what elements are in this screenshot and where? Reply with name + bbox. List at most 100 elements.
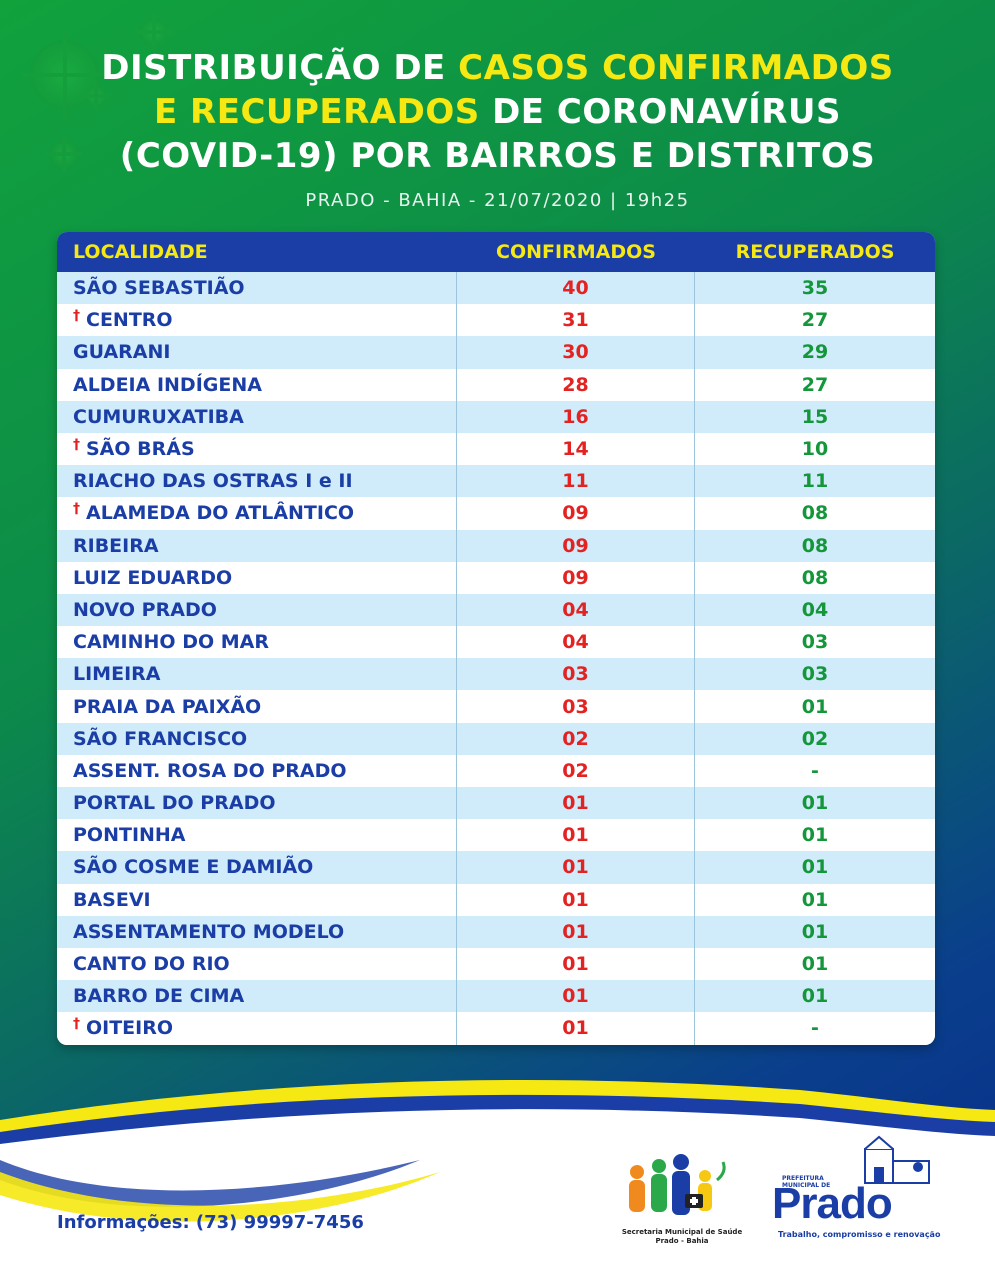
cell-localidade: ALDEIA INDÍGENA bbox=[57, 368, 457, 401]
table-row: NOVO PRADO 04 04 bbox=[57, 593, 935, 627]
cell-localidade: LIMEIRA bbox=[57, 658, 457, 691]
cell-localidade: BASEVI bbox=[57, 883, 457, 916]
prado-wordmark: Prado bbox=[772, 1179, 893, 1228]
cell-recuperados: 02 bbox=[801, 727, 829, 750]
table-row: † SÃO BRÁS 14 10 bbox=[57, 432, 935, 466]
localidade-name: LIMEIRA bbox=[73, 663, 161, 686]
prefeitura-logo: PREFEITURA MUNICIPAL DE Prado Trabalho, … bbox=[770, 1135, 950, 1245]
cell-localidade: LUIZ EDUARDO bbox=[57, 561, 457, 594]
localidade-name: BASEVI bbox=[73, 888, 151, 911]
table-row: SÃO SEBASTIÃO 40 35 bbox=[57, 272, 935, 305]
cell-confirmados: 30 bbox=[457, 336, 695, 369]
localidade-name: ASSENTAMENTO MODELO bbox=[73, 920, 345, 943]
family-icon bbox=[629, 1154, 726, 1215]
cell-confirmados: 01 bbox=[457, 851, 695, 884]
cell-confirmados: 01 bbox=[457, 980, 695, 1013]
cell-recuperados: 01 bbox=[801, 824, 829, 847]
table-row: SÃO COSME E DAMIÃO 01 01 bbox=[57, 851, 935, 884]
cell-recuperados: 01 bbox=[801, 888, 829, 911]
cell-recuperados: 35 bbox=[801, 277, 829, 300]
localidade-name: PONTINHA bbox=[73, 824, 186, 847]
column-header-confirmados: CONFIRMADOS bbox=[496, 241, 656, 263]
table-row: † ALAMEDA DO ATLÂNTICO 09 08 bbox=[57, 497, 935, 530]
table-header: LOCALIDADE CONFIRMADOS RECUPERADOS bbox=[57, 232, 935, 272]
cell-recuperados: - bbox=[811, 1017, 819, 1040]
cell-localidade: CANTO DO RIO bbox=[57, 947, 457, 981]
cell-recuperados: 15 bbox=[801, 405, 829, 428]
cell-recuperados: 03 bbox=[801, 663, 829, 686]
secretaria-caption: Secretaria Municipal de Saúde Prado - Ba… bbox=[621, 1228, 743, 1245]
cell-recuperados: 11 bbox=[801, 470, 829, 493]
cell-confirmados: 28 bbox=[457, 368, 695, 401]
localidade-name: CENTRO bbox=[86, 309, 173, 332]
cell-localidade: CAMINHO DO MAR bbox=[57, 626, 457, 659]
secretaria-logo: Secretaria Municipal de Saúde Prado - Ba… bbox=[607, 1150, 757, 1250]
cell-confirmados: 03 bbox=[457, 690, 695, 723]
cell-localidade: † ALAMEDA DO ATLÂNTICO bbox=[57, 497, 457, 530]
column-header-recuperados: RECUPERADOS bbox=[735, 241, 895, 263]
localidade-name: NOVO PRADO bbox=[73, 598, 217, 621]
title-text: DE CORONAVÍRUS bbox=[479, 92, 842, 132]
prado-tagline: Trabalho, compromisso e renovação bbox=[778, 1230, 941, 1239]
page-title: DISTRIBUIÇÃO DE CASOS CONFIRMADOS E RECU… bbox=[0, 46, 995, 178]
localidade-name: SÃO COSME E DAMIÃO bbox=[73, 856, 314, 879]
localidade-name: CUMURUXATIBA bbox=[73, 405, 244, 428]
death-cross-icon: † bbox=[73, 501, 80, 518]
table-row: LUIZ EDUARDO 09 08 bbox=[57, 561, 935, 594]
cell-confirmados: 04 bbox=[457, 593, 695, 627]
cell-recuperados: 01 bbox=[801, 856, 829, 879]
cell-confirmados: 09 bbox=[457, 497, 695, 530]
title-highlight: E RECUPERADOS bbox=[153, 92, 480, 132]
table-row: PRAIA DA PAIXÃO 03 01 bbox=[57, 690, 935, 723]
cell-localidade: GUARANI bbox=[57, 336, 457, 369]
cell-recuperados: 01 bbox=[801, 695, 829, 718]
localidade-name: GUARANI bbox=[73, 341, 171, 364]
cell-recuperados: 01 bbox=[801, 953, 829, 976]
localidade-name: SÃO BRÁS bbox=[86, 438, 195, 461]
cell-recuperados: 01 bbox=[801, 985, 829, 1008]
localidade-name: SÃO SEBASTIÃO bbox=[73, 277, 245, 300]
contact-info: Informações: (73) 99997-7456 bbox=[57, 1212, 364, 1233]
table-row: BASEVI 01 01 bbox=[57, 883, 935, 916]
cases-table: LOCALIDADE CONFIRMADOS RECUPERADOS SÃO S… bbox=[57, 232, 935, 1045]
table-row: ASSENTAMENTO MODELO 01 01 bbox=[57, 915, 935, 948]
cell-recuperados: 27 bbox=[801, 309, 829, 332]
cell-recuperados: 08 bbox=[801, 534, 829, 557]
cell-localidade: SÃO FRANCISCO bbox=[57, 722, 457, 755]
cell-confirmados: 01 bbox=[457, 883, 695, 916]
cell-confirmados: 01 bbox=[457, 1012, 695, 1045]
table-row: ALDEIA INDÍGENA 28 27 bbox=[57, 368, 935, 401]
column-header-localidade: LOCALIDADE bbox=[73, 241, 208, 263]
cell-localidade: † OITEIRO bbox=[57, 1012, 457, 1045]
cell-localidade: PRAIA DA PAIXÃO bbox=[57, 690, 457, 723]
localidade-name: BARRO DE CIMA bbox=[73, 985, 245, 1008]
cell-localidade: SÃO SEBASTIÃO bbox=[57, 272, 457, 305]
cell-recuperados: 01 bbox=[801, 792, 829, 815]
cell-confirmados: 02 bbox=[457, 722, 695, 755]
cell-confirmados: 01 bbox=[457, 787, 695, 820]
localidade-name: RIBEIRA bbox=[73, 534, 159, 557]
localidade-name: CANTO DO RIO bbox=[73, 953, 230, 976]
cell-localidade: PORTAL DO PRADO bbox=[57, 787, 457, 820]
table-row: GUARANI 30 29 bbox=[57, 336, 935, 369]
localidade-name: CAMINHO DO MAR bbox=[73, 631, 269, 654]
table-row: PORTAL DO PRADO 01 01 bbox=[57, 787, 935, 820]
virus-decoration-icon bbox=[140, 18, 168, 46]
cell-recuperados: 10 bbox=[801, 438, 829, 461]
cell-recuperados: 08 bbox=[801, 566, 829, 589]
death-cross-icon: † bbox=[73, 1016, 80, 1033]
cell-confirmados: 09 bbox=[457, 529, 695, 562]
table-row: RIACHO DAS OSTRAS I e II 11 11 bbox=[57, 465, 935, 498]
title-text: DISTRIBUIÇÃO DE bbox=[101, 48, 459, 88]
cell-localidade: ASSENTAMENTO MODELO bbox=[57, 915, 457, 948]
footer-wave-decoration bbox=[0, 1080, 995, 1280]
table-row: PONTINHA 01 01 bbox=[57, 819, 935, 852]
cell-localidade: RIBEIRA bbox=[57, 529, 457, 562]
cell-localidade: PONTINHA bbox=[57, 819, 457, 852]
cell-localidade: BARRO DE CIMA bbox=[57, 980, 457, 1013]
cell-confirmados: 16 bbox=[457, 400, 695, 433]
cell-recuperados: 01 bbox=[801, 920, 829, 943]
prefeitura-label: PREFEITURA MUNICIPAL DE bbox=[782, 1175, 831, 1189]
localidade-name: ASSENT. ROSA DO PRADO bbox=[73, 759, 347, 782]
cell-confirmados: 40 bbox=[457, 272, 695, 305]
